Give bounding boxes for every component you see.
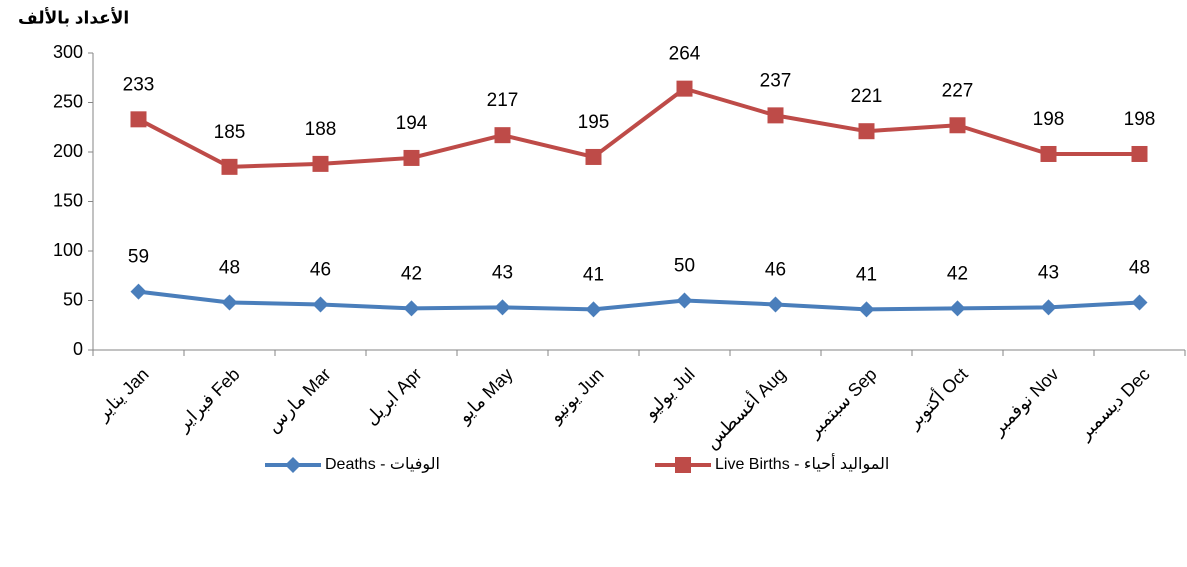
x-tick-label: يناير Jan — [92, 364, 153, 425]
data-label: 188 — [305, 119, 337, 140]
data-label: 264 — [669, 44, 701, 65]
point — [858, 123, 875, 140]
legend-label: Deaths - الوفيات — [325, 456, 440, 474]
x-tick-label: يونيو Jun — [545, 364, 609, 428]
data-label: 227 — [942, 80, 974, 101]
x-tick-label: يوليو Jul — [640, 364, 700, 424]
x-tick-label: سبتمبر Sep — [803, 364, 881, 442]
data-label: 233 — [123, 74, 155, 95]
y-tick-label: 300 — [53, 42, 83, 62]
point — [767, 296, 784, 313]
point — [858, 301, 875, 318]
point — [403, 149, 420, 166]
data-label: 195 — [578, 112, 610, 133]
point — [949, 300, 966, 317]
series-line — [138, 289, 1140, 312]
data-label: 43 — [1038, 262, 1059, 283]
y-tick-label: 150 — [53, 190, 83, 210]
data-label: 42 — [947, 263, 968, 284]
data-label: 198 — [1124, 109, 1156, 130]
x-tick-label: ديسمبر Dec — [1074, 364, 1155, 445]
point — [221, 158, 238, 175]
point — [1131, 294, 1148, 311]
y-tick-label: 200 — [53, 141, 83, 161]
x-tick-label: مايو May — [453, 364, 517, 428]
x-tick-label: أكتوبر Oct — [901, 363, 972, 434]
x-tick-label: أغسطس Aug — [700, 363, 790, 453]
data-label: 43 — [492, 262, 513, 283]
data-label: 194 — [396, 113, 428, 134]
y-tick-label: 250 — [53, 91, 83, 111]
point — [585, 301, 602, 318]
data-label: 50 — [674, 256, 695, 277]
point — [312, 155, 329, 172]
data-label: 198 — [1033, 109, 1065, 130]
point — [949, 117, 966, 134]
point — [767, 107, 784, 124]
point — [494, 127, 511, 144]
x-tick-label: مارس Mar — [263, 364, 335, 436]
point — [312, 296, 329, 313]
data-label: 46 — [310, 259, 331, 280]
data-label: 42 — [401, 263, 422, 284]
legend-label: Live Births - المواليد أحياء — [715, 453, 889, 474]
point — [403, 300, 420, 317]
y-tick-label: 50 — [63, 289, 83, 309]
point — [676, 80, 693, 97]
y-tick-label: 100 — [53, 240, 83, 260]
x-tick-label: فبراير Feb — [172, 364, 244, 436]
data-label: 185 — [214, 122, 246, 143]
point — [221, 294, 238, 311]
y-tick-label: 0 — [73, 339, 83, 359]
x-tick-label: نوفمبر Nov — [987, 364, 1063, 440]
data-label: 41 — [583, 264, 604, 285]
legend-marker — [675, 457, 691, 473]
point — [585, 148, 602, 165]
point — [676, 292, 693, 309]
data-label: 46 — [765, 259, 786, 280]
y-axis-label: الأعداد بالألف — [18, 7, 129, 27]
data-label: 48 — [1129, 257, 1150, 278]
point — [1040, 299, 1057, 316]
point — [130, 283, 147, 300]
x-tick-label: ابريل Apr — [361, 364, 426, 429]
legend-marker — [285, 457, 301, 473]
data-label: 41 — [856, 264, 877, 285]
data-label: 221 — [851, 86, 883, 107]
point — [494, 299, 511, 316]
point — [1040, 145, 1057, 162]
series-line — [137, 86, 1140, 169]
data-label: 59 — [128, 247, 149, 268]
point — [130, 111, 147, 128]
data-label: 217 — [487, 90, 519, 111]
point — [1131, 145, 1148, 162]
data-label: 48 — [219, 257, 240, 278]
data-label: 237 — [760, 70, 792, 91]
